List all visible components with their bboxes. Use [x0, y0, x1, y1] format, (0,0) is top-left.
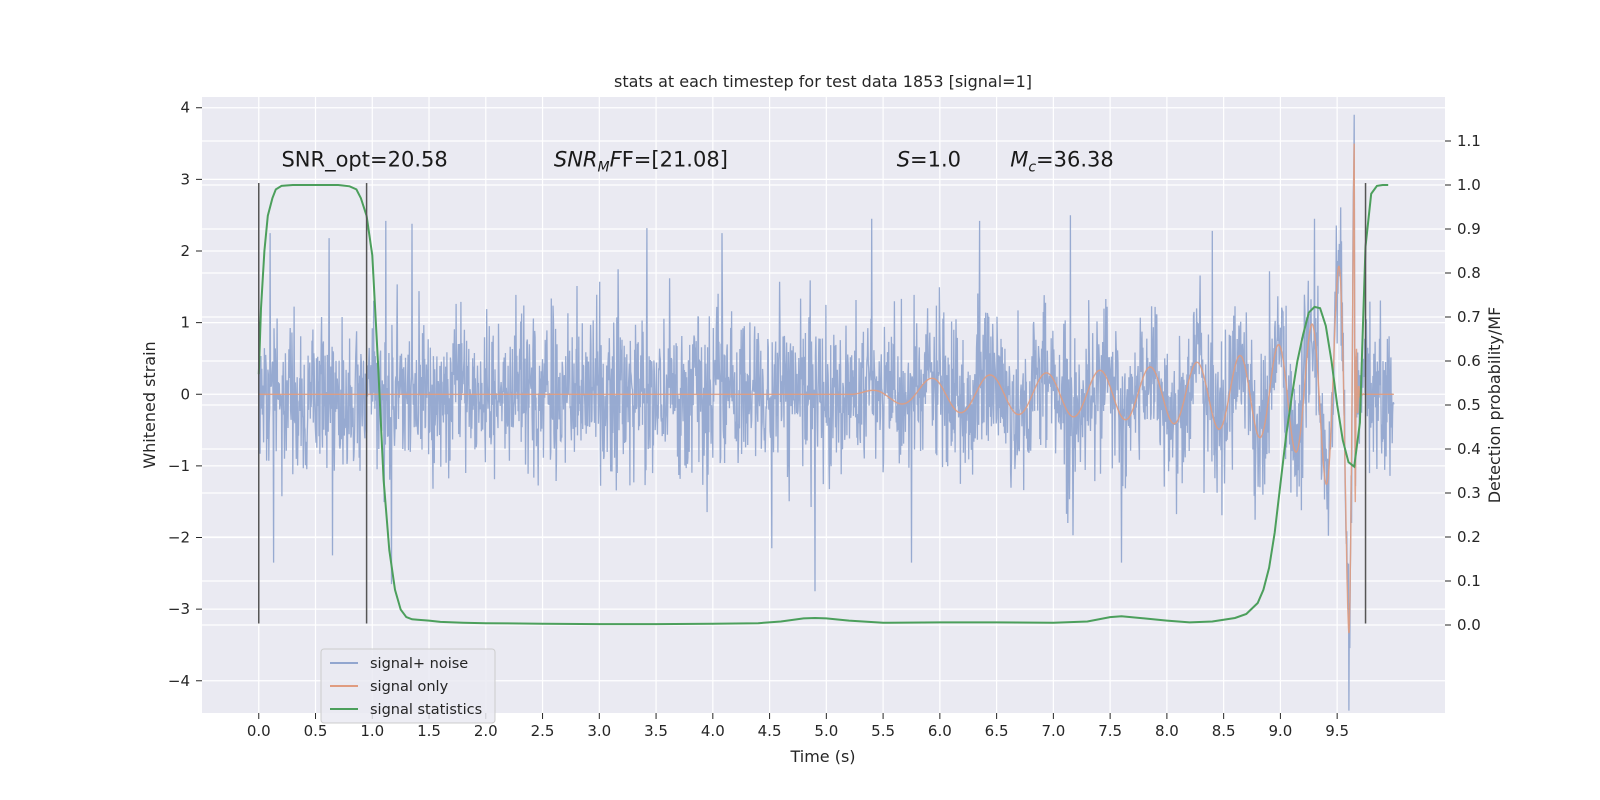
series-signal-only — [258, 143, 1394, 634]
x-tick-label: 9.5 — [1325, 722, 1349, 740]
right-y-tick-label: 0.2 — [1457, 528, 1481, 546]
x-tick-label: 1.0 — [360, 722, 384, 740]
right-y-tick-label: 0.1 — [1457, 572, 1481, 590]
signal-line — [258, 143, 1394, 634]
chart-title: stats at each timestep for test data 185… — [614, 72, 1032, 91]
annotation-snr-mf-value: F=[21.08] — [622, 147, 728, 171]
right-y-tick-label: 0.3 — [1457, 484, 1481, 502]
right-y-tick-label: 0.9 — [1457, 220, 1481, 238]
x-tick-label: 1.5 — [417, 722, 441, 740]
right-y-tick-label: 1.1 — [1457, 132, 1481, 150]
annotations: SNR_opt=20.58 SNRMFF=[21.08] S=1.0 Mc=36… — [281, 147, 1113, 175]
x-tick-label: 8.0 — [1155, 722, 1179, 740]
y-tick-label: 4 — [180, 99, 190, 117]
x-tick-label: 2.5 — [531, 722, 555, 740]
right-y-tick-label: 0.5 — [1457, 396, 1481, 414]
legend-label-signal: signal only — [370, 679, 449, 695]
y-tick-label: −4 — [168, 672, 190, 690]
y-tick-label: −1 — [168, 457, 190, 475]
legend-label-noise: signal+ noise — [370, 656, 468, 672]
annotation-s-value: =1.0 — [910, 147, 961, 171]
y-tick-label: −2 — [168, 529, 190, 547]
series-signal-statistics — [257, 184, 1389, 626]
x-tick-label: 4.5 — [758, 722, 782, 740]
annotation-snr-mf-label: SNR — [554, 147, 598, 171]
y-tick-label: 2 — [180, 242, 190, 260]
x-tick-label: 9.0 — [1268, 722, 1292, 740]
annotation-snr-mf: SNRMFF=[21.08] — [554, 147, 728, 175]
vertical-markers — [258, 182, 1367, 624]
x-tick-label: 8.5 — [1212, 722, 1236, 740]
x-tick-label: 3.0 — [587, 722, 611, 740]
x-tick-label: 7.5 — [1098, 722, 1122, 740]
annotation-mc-value: =36.38 — [1036, 147, 1114, 171]
right-y-tick-label: 0.4 — [1457, 440, 1481, 458]
x-tick-label: 3.5 — [644, 722, 668, 740]
y-tick-label: 3 — [180, 170, 190, 188]
x-tick-label: 0.5 — [304, 722, 328, 740]
right-y-axis-label: Detection probability/MF — [1485, 307, 1504, 504]
x-tick-label: 6.5 — [985, 722, 1009, 740]
x-tick-label: 5.5 — [871, 722, 895, 740]
y-tick-label: 1 — [180, 314, 190, 332]
annotation-s: S=1.0 — [897, 147, 961, 171]
x-tick-label: 2.0 — [474, 722, 498, 740]
right-y-axis-ticks: 0.0 0.1 0.2 0.3 0.4 0.5 0.6 0.7 0.8 0.9 1.0 1.1 — [1445, 132, 1481, 634]
legend-box — [320, 648, 496, 724]
y-axis-ticks: −4 −3 −2 −1 0 1 2 3 4 — [168, 99, 202, 690]
annotation-mc-sub: c — [1028, 159, 1036, 175]
annotation-s-label: S — [897, 147, 910, 171]
annotation-snr-mf-f: F — [610, 147, 623, 171]
legend-label-statistics: signal statistics — [370, 702, 482, 718]
y-tick-label: −3 — [168, 600, 190, 618]
series-signal-plus-noise — [258, 114, 1395, 711]
right-y-tick-label: 0.8 — [1457, 264, 1481, 282]
x-tick-label: 7.0 — [1041, 722, 1065, 740]
right-y-tick-label: 1.0 — [1457, 176, 1481, 194]
right-y-tick-label: 0.6 — [1457, 352, 1481, 370]
right-y-tick-label: 0.0 — [1457, 616, 1481, 634]
annotation-snr-opt: SNR_opt=20.58 — [281, 147, 447, 172]
x-tick-label: 5.0 — [814, 722, 838, 740]
legend: signal+ noise signal only signal statist… — [320, 648, 496, 724]
x-tick-label: 6.0 — [928, 722, 952, 740]
annotation-mc-label: M — [1010, 147, 1028, 171]
x-axis-label: Time (s) — [789, 747, 855, 766]
y-tick-label: 0 — [180, 385, 190, 403]
annotation-mc: Mc=36.38 — [1010, 147, 1114, 175]
noise-line — [258, 114, 1395, 711]
right-y-tick-label: 0.7 — [1457, 308, 1481, 326]
x-axis-ticks: 0.0 0.5 1.0 1.5 2.0 2.5 3.0 3.5 4.0 4.5 5.0 5.5 6.0 6… — [247, 713, 1349, 740]
x-tick-label: 4.0 — [701, 722, 725, 740]
x-tick-label: 0.0 — [247, 722, 271, 740]
y-axis-label: Whitened strain — [140, 341, 159, 468]
statistics-line — [257, 184, 1389, 626]
annotation-snr-mf-sub: M — [598, 159, 610, 175]
